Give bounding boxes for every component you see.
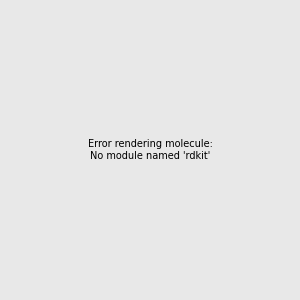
Text: Error rendering molecule:
No module named 'rdkit': Error rendering molecule: No module name… (88, 139, 212, 161)
